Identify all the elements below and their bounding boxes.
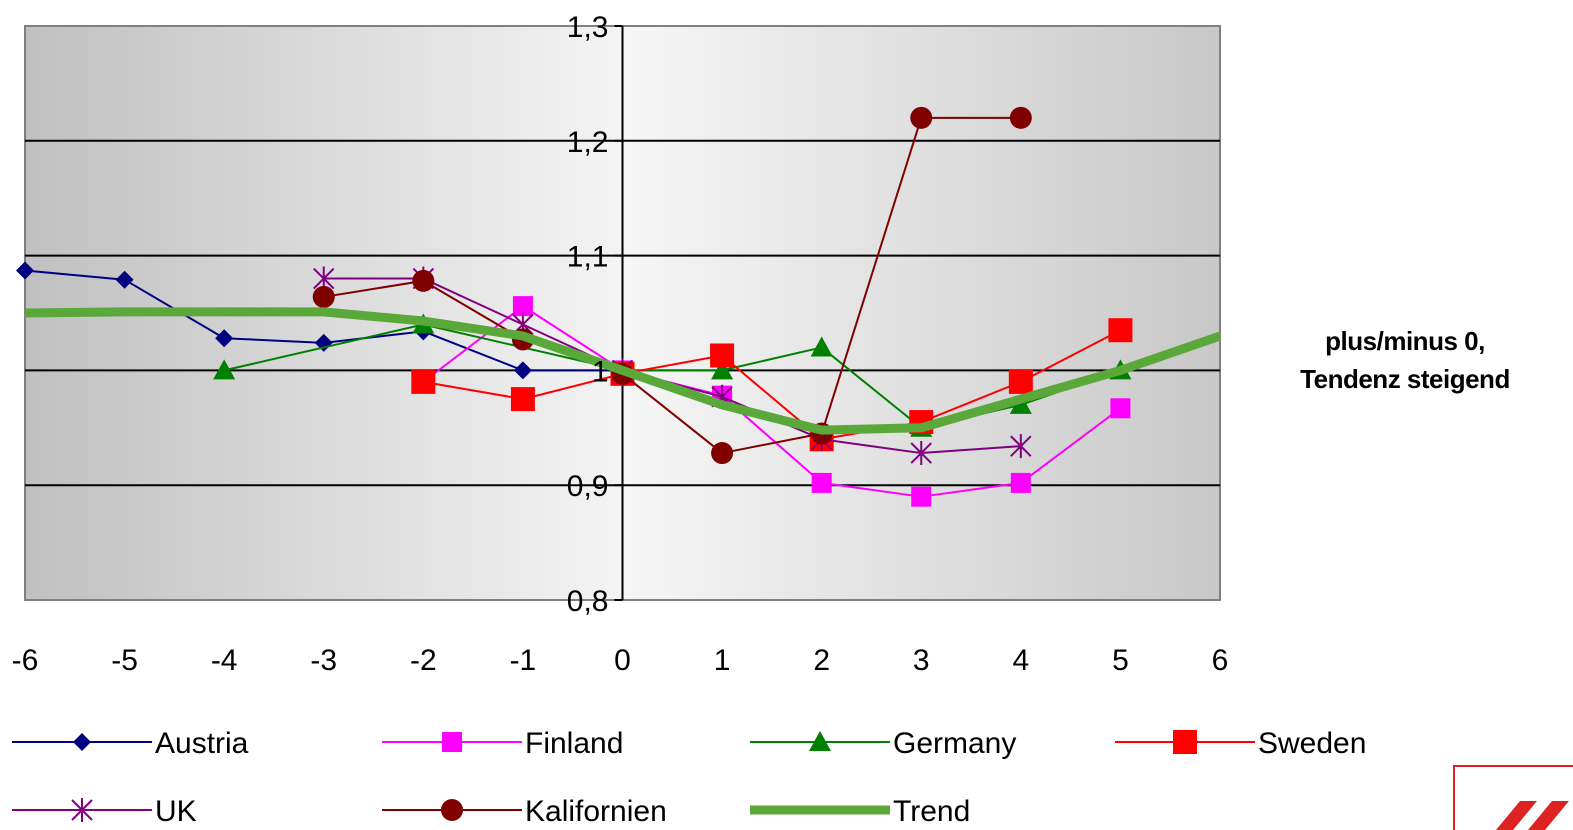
x-tick-label-9: 3 xyxy=(913,644,930,677)
point-germany-0 xyxy=(213,359,236,380)
legend-item-austria: Austria xyxy=(12,727,249,760)
x-tick-label-2: -4 xyxy=(211,644,238,677)
y-tick-label-4: 1,2 xyxy=(567,126,609,159)
point-germany-6 xyxy=(1009,393,1032,414)
annotation-line-1: plus/minus 0, xyxy=(1325,326,1485,356)
point-finland-7 xyxy=(1110,398,1131,419)
legend-item-trend: Trend xyxy=(750,795,970,828)
legend-marker-sweden xyxy=(1173,730,1197,754)
legend-label-sweden: Sweden xyxy=(1258,727,1366,760)
chart-annotation: plus/minus 0, Tendenz steigend xyxy=(1240,322,1570,398)
legend-item-finland: Finland xyxy=(382,727,623,760)
x-tick-label-5: -1 xyxy=(510,644,537,677)
point-finland-6 xyxy=(1010,472,1031,493)
legend-marker-finland xyxy=(442,732,462,752)
x-tick-label-1: -5 xyxy=(111,644,138,677)
annotation-line-2: Tendenz steigend xyxy=(1300,364,1510,394)
point-sweden-6 xyxy=(1008,369,1033,394)
legend-item-uk: UK xyxy=(12,795,197,828)
point-kalifornien-1 xyxy=(412,269,435,292)
series-line-trend xyxy=(24,307,1222,435)
point-kalifornien-7 xyxy=(1009,106,1032,129)
x-tick-label-7: 1 xyxy=(714,644,731,677)
legend-label-germany: Germany xyxy=(893,727,1016,760)
legend-label-trend: Trend xyxy=(893,795,970,828)
point-germany-4 xyxy=(810,336,833,357)
point-kalifornien-0 xyxy=(312,285,335,308)
x-tick-label-8: 2 xyxy=(813,644,830,677)
y-tick-label-3: 1,1 xyxy=(567,241,609,274)
series-layer xyxy=(16,106,1222,507)
legend: Austria Finland Germany Sweden UK Kalifornien… xyxy=(12,727,1366,828)
series-line-finland xyxy=(422,305,1122,498)
point-kalifornien-6 xyxy=(910,106,933,129)
legend-marker-germany xyxy=(809,731,831,751)
series-trend xyxy=(24,307,1222,435)
point-austria-2 xyxy=(215,329,234,348)
legend-label-kalifornien: Kalifornien xyxy=(525,795,667,828)
point-sweden-1 xyxy=(510,387,535,412)
point-austria-0 xyxy=(16,261,34,280)
series-line-germany xyxy=(223,323,1121,429)
y-tick-label-5: 1,3 xyxy=(567,11,609,44)
x-tick-label-3: -3 xyxy=(310,644,337,677)
logo-corner xyxy=(1453,765,1573,830)
point-finland-1 xyxy=(512,296,533,317)
point-germany-3 xyxy=(711,359,734,380)
legend-label-uk: UK xyxy=(155,795,197,828)
point-sweden-3 xyxy=(710,343,735,368)
x-tick-label-0: -6 xyxy=(12,644,39,677)
point-uk-7 xyxy=(1010,434,1032,459)
x-tick-label-4: -2 xyxy=(410,644,437,677)
legend-marker-uk xyxy=(71,798,93,822)
legend-item-germany: Germany xyxy=(750,727,1016,760)
point-finland-5 xyxy=(911,486,932,507)
axes xyxy=(614,25,624,601)
x-tick-label-6: 0 xyxy=(614,644,631,677)
logo-mark-2 xyxy=(1528,801,1569,830)
point-austria-5 xyxy=(513,361,532,380)
logo-mark-1 xyxy=(1496,801,1537,830)
x-tick-label-11: 5 xyxy=(1112,644,1129,677)
y-tick-label-1: 0,9 xyxy=(567,470,609,503)
legend-item-sweden: Sweden xyxy=(1115,727,1366,760)
point-sweden-0 xyxy=(411,369,436,394)
point-finland-4 xyxy=(811,472,832,493)
point-sweden-7 xyxy=(1108,318,1133,343)
series-line-kalifornien xyxy=(323,116,1021,455)
point-kalifornien-4 xyxy=(711,442,734,465)
x-tick-label-10: 4 xyxy=(1012,644,1029,677)
point-austria-1 xyxy=(115,270,134,289)
legend-marker-austria xyxy=(73,733,91,751)
legend-marker-kalifornien xyxy=(441,799,463,821)
legend-label-austria: Austria xyxy=(155,727,249,760)
legend-label-finland: Finland xyxy=(525,727,623,760)
x-tick-label-12: 6 xyxy=(1212,644,1229,677)
y-tick-label-0: 0,8 xyxy=(567,585,609,618)
series-line-sweden xyxy=(423,329,1121,441)
y-tick-label-2: 1 xyxy=(592,355,609,388)
legend-item-kalifornien: Kalifornien xyxy=(382,795,667,828)
tick-labels: 0,8 0,9 1 1,1 1,2 1,3 -6 -5 -4 -3 -2 -1 0 1 2 3 4 5 6 xyxy=(12,11,1229,677)
point-uk-6 xyxy=(910,441,932,466)
